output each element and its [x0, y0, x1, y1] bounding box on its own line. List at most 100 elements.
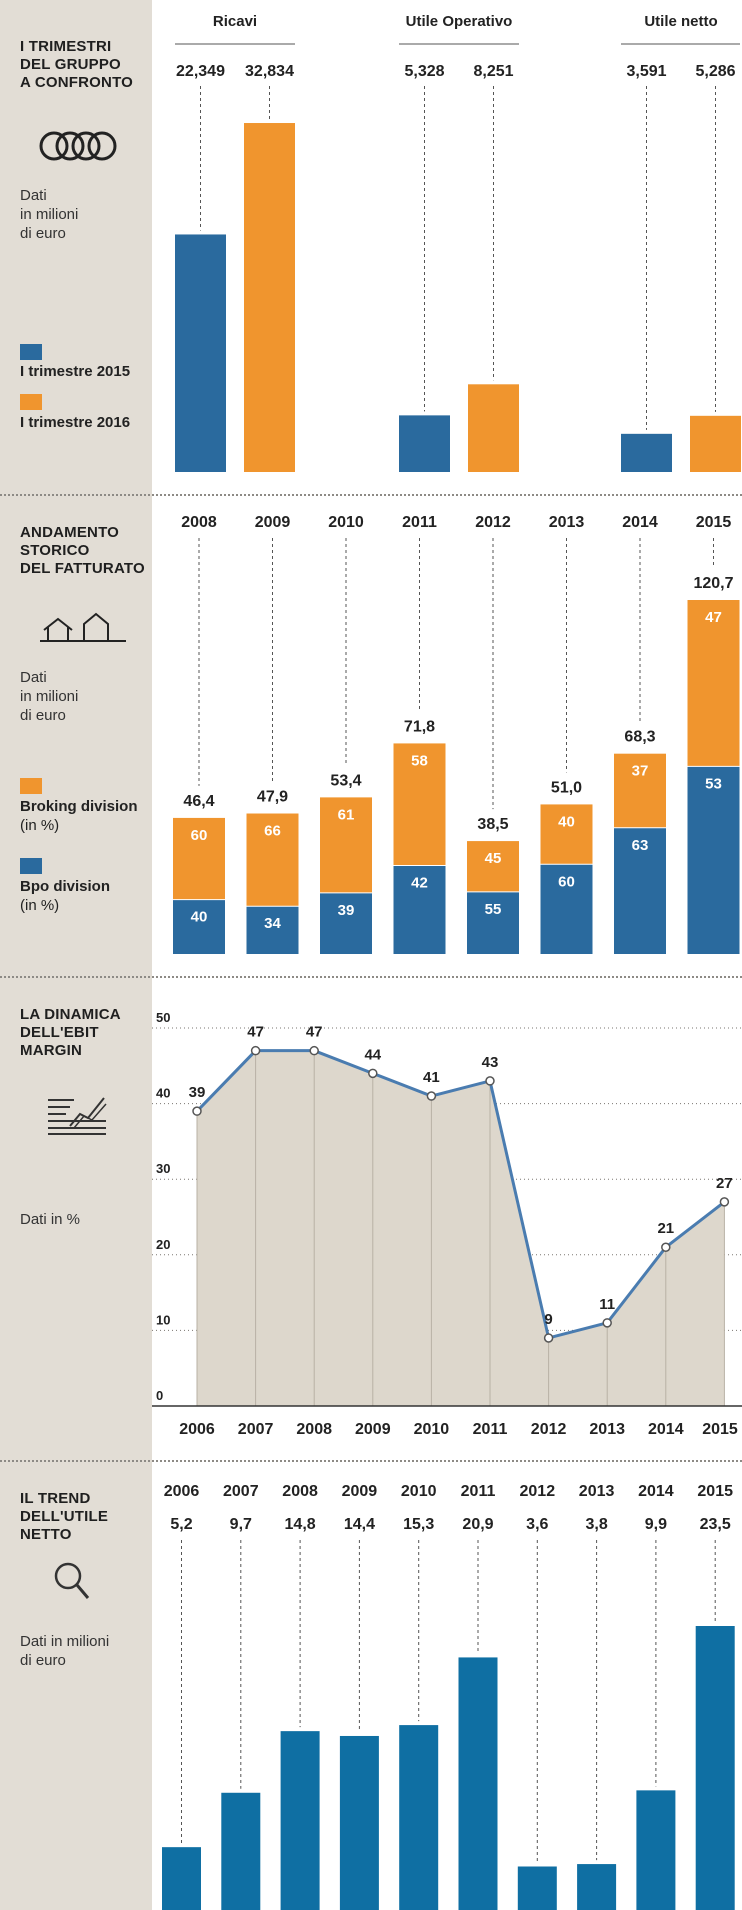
panel-title-ebit-margin: LA DINAMICA DELL'EBIT MARGIN [20, 1006, 121, 1059]
category-label: Ricavi [213, 13, 257, 30]
value-label: 15,3 [403, 1516, 434, 1533]
year-label: 2012 [520, 1483, 556, 1500]
panel-title-revenue-history: ANDAMENTO STORICO DEL FATTURATO [20, 524, 145, 577]
y-tick-label: 50 [156, 1010, 170, 1025]
data-point [192, 1106, 202, 1116]
sidebar-background [0, 0, 152, 1910]
data-label: 11 [599, 1296, 615, 1313]
bar-bpo [614, 827, 666, 954]
broking-pct-label: 58 [411, 752, 428, 769]
bar [577, 1864, 617, 1910]
legend-label-bpo: Bpo division (in %) [20, 878, 110, 914]
bar [690, 415, 741, 472]
data-label: 41 [423, 1069, 440, 1086]
data-point [250, 1045, 261, 1056]
broking-pct-label: 37 [632, 763, 649, 780]
x-tick-label: 2014 [648, 1421, 684, 1438]
y-tick-label: 30 [156, 1161, 170, 1176]
y-tick-label: 40 [156, 1086, 170, 1101]
legend-swatch-bpo [20, 858, 42, 874]
bpo-pct-label: 60 [558, 873, 575, 890]
value-label: 9,7 [230, 1516, 252, 1533]
category-label: Utile Operativo [406, 13, 513, 30]
bar [339, 1735, 379, 1910]
value-label: 5,286 [695, 63, 735, 80]
data-label: 21 [657, 1220, 674, 1237]
chart-net-profit: 2006 5,2 2007 9,7 2008 14,8 2009 14,4 2010 15,3 20… [162, 1483, 735, 1910]
bar [280, 1731, 320, 1910]
value-label: 3,8 [585, 1516, 607, 1533]
panel3-units-note: Dati in % [20, 1211, 81, 1228]
x-tick-label: 2006 [179, 1421, 215, 1438]
value-label: 22,349 [176, 63, 225, 80]
broking-pct-label: 40 [558, 813, 575, 830]
bar-broking [246, 813, 299, 907]
category-label: Utile netto [644, 13, 717, 30]
area-fill [197, 1050, 725, 1406]
legend-swatch-broking [20, 778, 42, 794]
panel-title-quarterly: I TRIMESTRI DEL GRUPPO A CONFRONTO [20, 38, 134, 91]
bar-broking [467, 841, 519, 892]
data-label: 44 [364, 1046, 381, 1063]
x-tick-label: 2009 [355, 1421, 391, 1438]
x-tick-label: 2007 [238, 1421, 274, 1438]
chart-quarterly-comparison: Ricavi 22,349 32,834 Utile Operativo 5,328 8,… [175, 13, 741, 472]
chart-revenue-history: 2008 46,4 60 40 2009 47,9 66 34 2010 53,4 61 39 2011… [173, 514, 740, 954]
year-label: 2010 [401, 1483, 437, 1500]
value-label: 5,2 [170, 1516, 192, 1533]
bpo-pct-label: 55 [485, 901, 502, 918]
year-label: 2008 [282, 1483, 318, 1500]
year-label: 2008 [181, 514, 217, 531]
year-label: 2006 [164, 1483, 200, 1500]
bpo-pct-label: 63 [632, 837, 649, 854]
year-label: 2011 [402, 514, 437, 531]
y-tick-label: 0 [156, 1388, 163, 1403]
bar [517, 1866, 557, 1910]
value-label: 23,5 [700, 1516, 731, 1533]
year-label: 2009 [342, 1483, 378, 1500]
bar-bpo [320, 892, 372, 954]
panel2-units-note: Dati in milioni di euro [20, 669, 79, 724]
data-point [602, 1318, 612, 1328]
year-label: 2013 [549, 514, 585, 531]
total-label: 47,9 [257, 789, 288, 806]
data-point [426, 1091, 437, 1101]
broking-pct-label: 66 [264, 823, 281, 840]
bpo-pct-label: 53 [705, 775, 722, 792]
year-label: 2012 [475, 514, 511, 531]
x-tick-label: 2012 [531, 1421, 567, 1438]
x-tick-label: 2013 [589, 1421, 625, 1438]
bar [399, 1725, 439, 1910]
total-label: 71,8 [404, 718, 435, 735]
bar-broking [687, 600, 740, 767]
panel4-units-note: Dati in milioni di euro [20, 1633, 110, 1669]
year-label: 2011 [461, 1483, 496, 1500]
total-label: 38,5 [477, 816, 508, 833]
section-divider [0, 494, 742, 496]
y-tick-label: 20 [156, 1237, 170, 1252]
year-label: 2014 [622, 514, 658, 531]
year-label: 2007 [223, 1483, 259, 1500]
bar [636, 1790, 676, 1910]
houses-icon [40, 612, 126, 642]
chart-ebit-margin: 0 10 20 30 40 50 39 2006 47 2007 47 2008 44 2009 41 201… [152, 1010, 742, 1438]
broking-pct-label: 45 [485, 850, 502, 867]
value-label: 9,9 [645, 1516, 667, 1533]
series-line [195, 1049, 726, 1340]
broking-pct-label: 61 [338, 806, 355, 823]
value-label: 3,6 [526, 1516, 548, 1533]
bar-broking [173, 817, 225, 900]
bpo-pct-label: 39 [338, 902, 355, 919]
value-label: 5,328 [404, 63, 444, 80]
line-chart-icon [48, 1097, 107, 1135]
bar-bpo [687, 766, 740, 954]
value-label: 14,4 [344, 1516, 375, 1533]
value-label: 32,834 [245, 63, 294, 80]
total-label: 68,3 [624, 729, 655, 746]
data-point [485, 1076, 495, 1086]
data-label: 27 [716, 1175, 733, 1192]
year-label: 2010 [328, 514, 364, 531]
x-tick-label: 2008 [296, 1421, 332, 1438]
bar-bpo [467, 891, 519, 954]
panel-title-net-profit: IL TREND DELL'UTILE NETTO [20, 1490, 109, 1543]
